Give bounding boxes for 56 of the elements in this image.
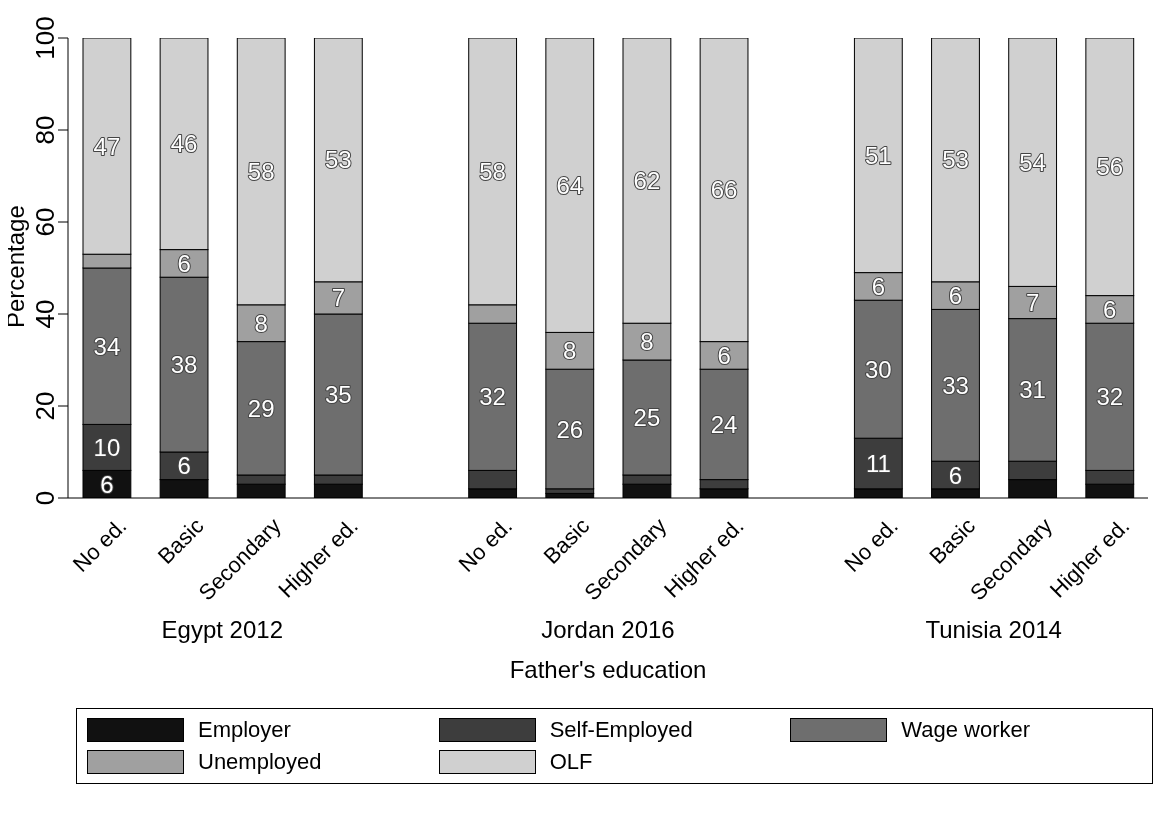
data-label: 8 [640, 328, 654, 356]
data-label: 53 [942, 146, 969, 174]
data-label: 6 [871, 272, 886, 300]
data-label: 6 [177, 249, 191, 277]
data-label: 26 [556, 415, 584, 443]
data-label: 47 [93, 132, 121, 160]
data-label: 6 [1103, 295, 1117, 323]
data-label: 8 [254, 309, 268, 337]
data-label: 29 [247, 394, 275, 422]
data-label: 33 [942, 371, 969, 399]
data-label: 38 [170, 351, 198, 379]
legend-label: OLF [549, 749, 593, 775]
legend-label: Unemployed [198, 749, 322, 775]
y-axis-title: Percentage [1, 205, 29, 328]
legend-label: Employer [198, 717, 291, 743]
data-label: 66 [710, 176, 738, 204]
text: Egypt 2012 [160, 616, 284, 644]
legend-label: Wage worker [901, 717, 1031, 743]
data-label: 46 [170, 130, 198, 158]
data-label: 35 [324, 381, 352, 408]
data-label: 31 [1019, 376, 1046, 404]
y-tick-label: 80 [30, 115, 60, 145]
data-label: 8 [563, 337, 577, 365]
data-label: 6 [100, 470, 114, 498]
data-label: 6 [177, 452, 191, 480]
x-axis-title: Father's education [508, 656, 708, 684]
data-label: 51 [864, 141, 892, 169]
data-label: 7 [331, 284, 346, 312]
y-tick-label: 60 [30, 207, 60, 237]
data-label: 56 [1096, 153, 1124, 181]
y-tick-label: 20 [30, 391, 60, 421]
x-tick-label: No ed. [453, 513, 518, 577]
data-label: 25 [633, 404, 661, 431]
y-tick-label: 0 [30, 490, 60, 506]
data-label: 7 [1025, 289, 1040, 316]
data-label: 6 [717, 341, 731, 369]
y-tick-label: 40 [30, 299, 60, 329]
data-label: 6 [948, 282, 963, 310]
data-label: 24 [710, 410, 738, 438]
data-label: 6 [948, 461, 963, 489]
data-label: 11 [865, 450, 891, 477]
data-label: 10 [93, 433, 121, 461]
data-label: 32 [479, 383, 506, 411]
data-label: 62 [633, 167, 661, 195]
data-label: 64 [556, 171, 584, 199]
data-label: 54 [1019, 148, 1046, 176]
data-label: 53 [324, 146, 352, 174]
data-label: 32 [1096, 383, 1124, 411]
legend-label: Self-Employed [549, 717, 693, 743]
text: Jordan 2016 [540, 616, 676, 644]
x-tick-label: No ed. [839, 513, 903, 577]
x-tick-label: No ed. [67, 513, 132, 577]
y-tick-label: 100 [30, 16, 60, 60]
data-label: 34 [93, 332, 121, 360]
data-label: 30 [864, 355, 892, 383]
text: Tunisia 2014 [924, 616, 1063, 644]
